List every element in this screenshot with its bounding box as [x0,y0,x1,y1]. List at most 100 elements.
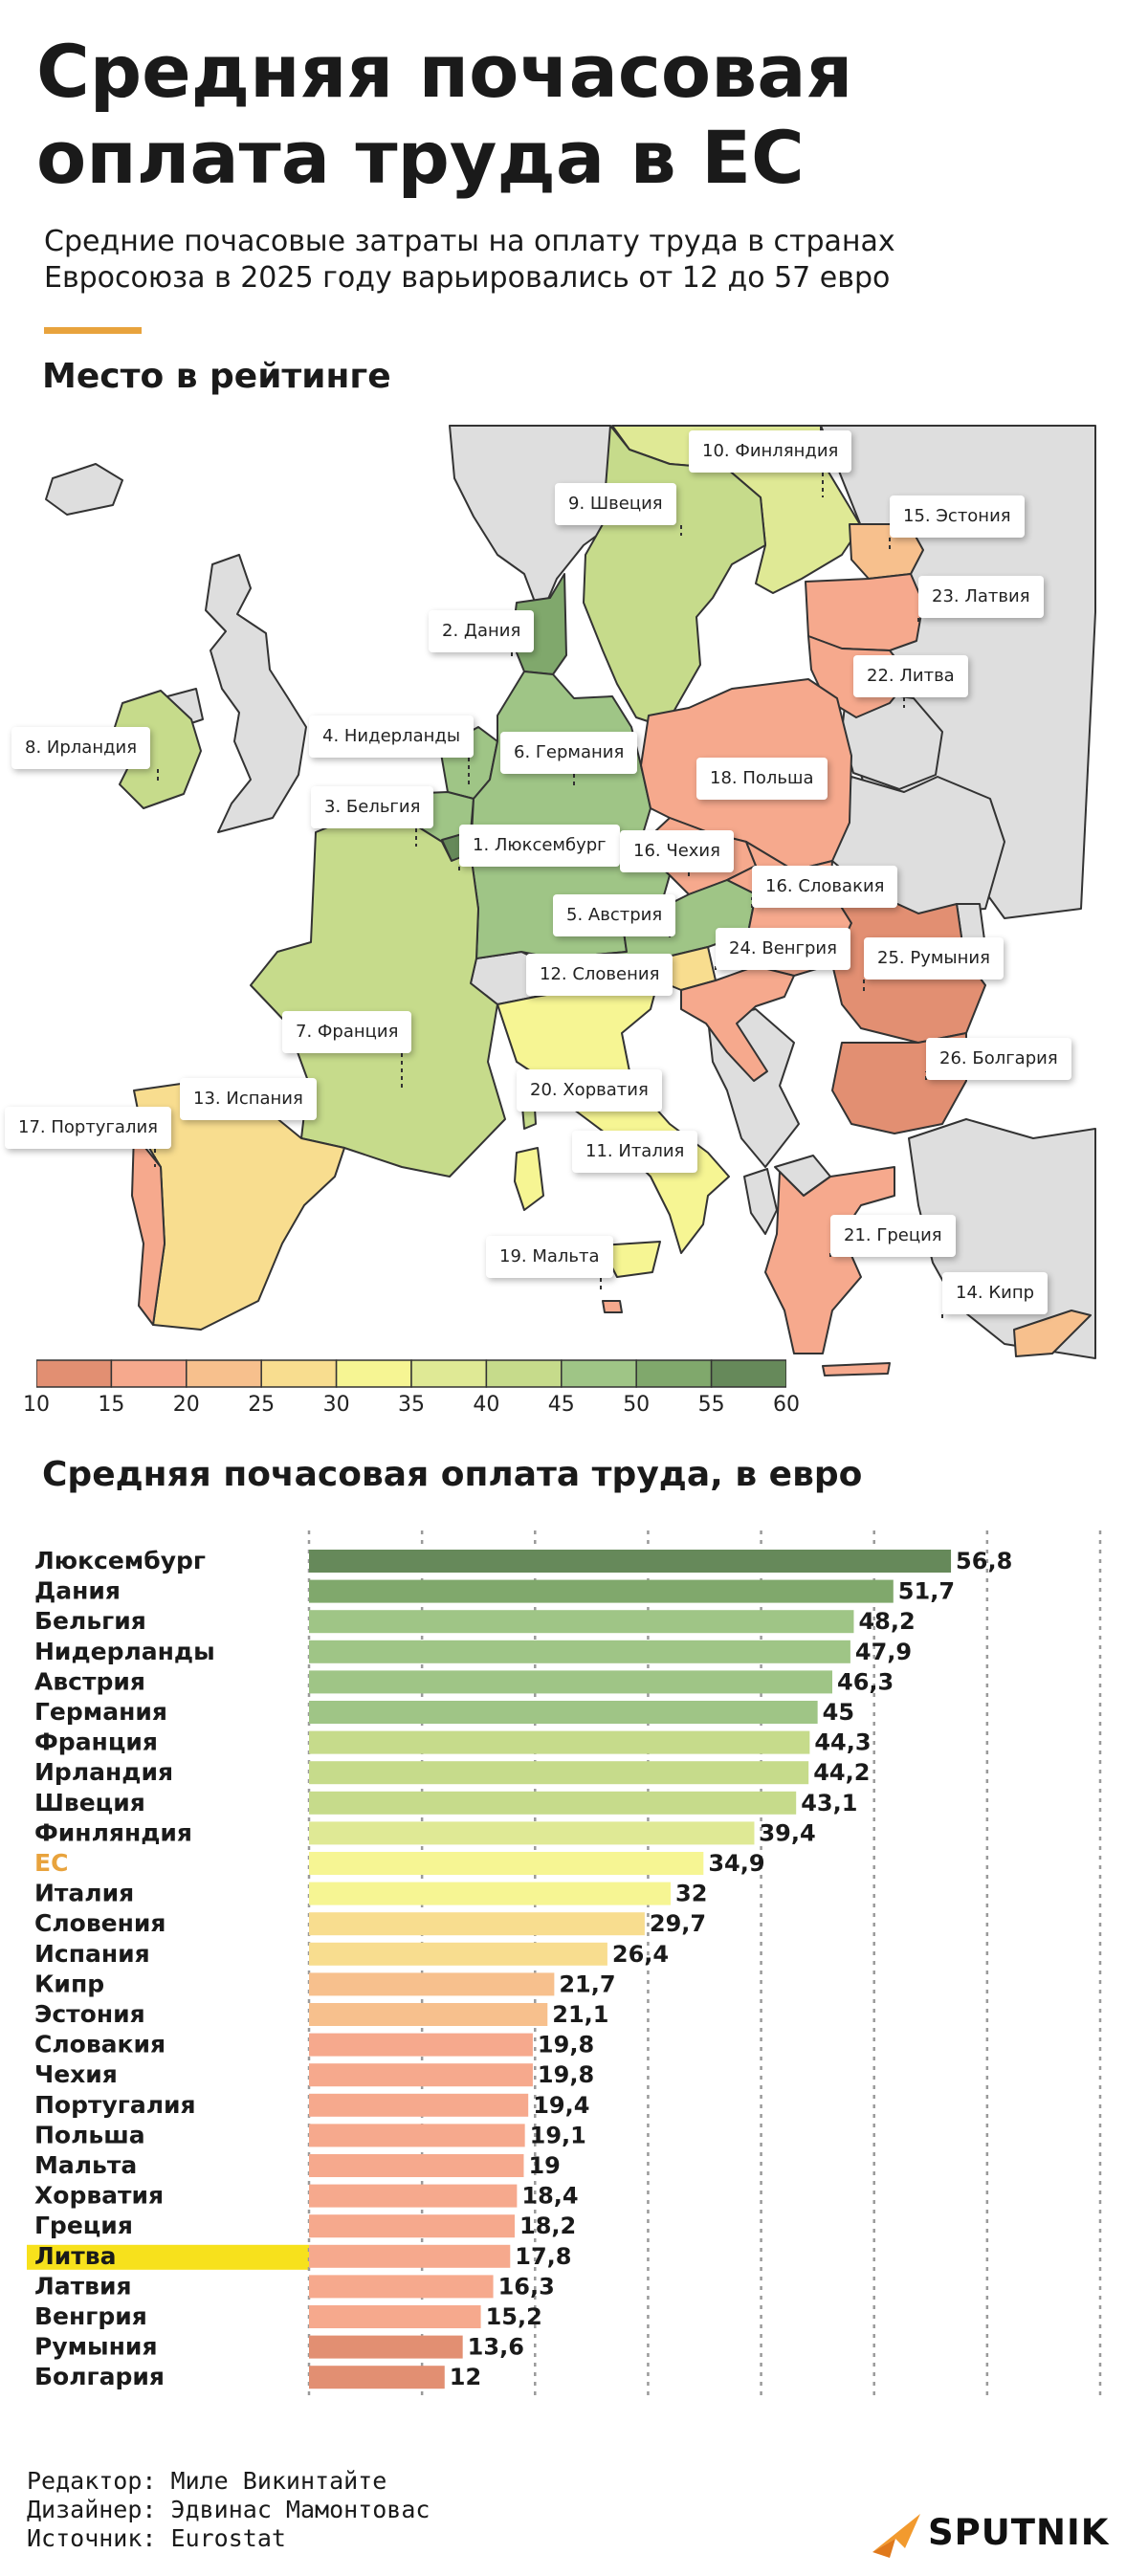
bar-category-label: Финляндия [34,1818,192,1846]
sputnik-logo-icon [872,2514,920,2558]
bar-value-label: 56,8 [956,1548,1012,1574]
legend-swatch [635,1359,713,1388]
bar-chart: 010203040506070Люксембург56,8Дания51,7Бе… [0,1530,1148,2411]
bar-value-label: 32 [675,1881,707,1907]
bar-category-label: Дания [34,1577,121,1605]
map-label-10-финляндия: 10. Финляндия [689,430,852,473]
map-label-9-швеция: 9. Швеция [555,483,676,525]
bar-value-label: 26,4 [612,1941,669,1968]
map-label-2-дания: 2. Дания [429,610,535,652]
bar-швеция [309,1791,797,1815]
page-title: Средняя почасовая оплата труда в ЕС [36,29,853,200]
legend-swatch [710,1359,786,1388]
bar-chart-svg: 010203040506070Люксембург56,8Дания51,7Бе… [27,1530,1102,2400]
bar-германия [309,1701,818,1724]
bar-греция [309,2214,516,2238]
map-label-21-греция: 21. Греция [830,1215,956,1257]
bar-австрия [309,1670,833,1694]
credits: Редактор: Миле Викинтайте Дизайнер: Эдви… [27,2467,430,2553]
map-label-1-люксембург: 1. Люксембург [459,825,620,867]
map-label-25-румыния: 25. Румыния [864,937,1004,980]
legend-tick-label: 25 [248,1393,276,1417]
bar-value-label: 19 [528,2152,560,2179]
bar-финляндия [309,1821,755,1845]
bar-category-label: Люксембург [34,1547,206,1574]
map-label-3-бельгия: 3. Бельгия [311,786,434,828]
map-region-cyprus [1013,1310,1092,1357]
bar-value-label: 39,4 [759,1819,815,1846]
bar-value-label: 19,8 [538,2061,594,2088]
sputnik-logo-text: SPUTNIK [928,2512,1110,2553]
map-label-22-литва: 22. Литва [853,655,968,697]
accent-divider [44,327,142,334]
bar-value-label: 46,3 [837,1668,894,1695]
color-scale-legend: 10 15 20 25 30 35 40 45 50 55 60 [23,1358,800,1435]
legend-tick-label: 10 [23,1393,50,1417]
map-label-16-словакия: 16. Словакия [752,866,898,908]
bar-value-label: 15,2 [486,2303,542,2330]
map-region-grey-uk [205,554,307,833]
map-region-malta [602,1300,623,1313]
map-label-26-болгария: 26. Болгария [926,1038,1071,1080]
bar-value-label: 44,2 [813,1759,870,1786]
bar-value-label: 19,4 [533,2092,589,2119]
bar-value-label: 12 [450,2364,481,2390]
legend-tick-label: 40 [473,1393,500,1417]
bar-латвия [309,2275,494,2299]
bar-португалия [309,2093,529,2117]
legend-tick-label: 30 [322,1393,350,1417]
bar-люксембург [309,1550,952,1573]
bar-италия [309,1882,672,1905]
bar-category-label: Болгария [34,2363,165,2390]
map-label-4-нидерланды: 4. Нидерланды [309,716,475,758]
bar-value-label: 19,1 [530,2122,586,2148]
map-label-5-австрия: 5. Австрия [553,894,676,936]
map-region-sardinia [514,1147,544,1211]
legend-swatch [561,1359,637,1388]
bar-кипр [309,1972,555,1996]
editor-credit: Редактор: Миле Викинтайте [27,2467,387,2495]
map-region-greece [764,1166,895,1354]
source-credit: Источник: Eurostat [27,2524,286,2552]
bar-category-label: Венгрия [34,2302,147,2330]
bar-польша [309,2124,525,2147]
map-label-12-словения: 12. Словения [526,954,673,996]
map-region-latvia [805,573,924,651]
bar-value-label: 21,1 [552,2001,608,2028]
legend-tick-label: 60 [773,1393,800,1417]
bar-болгария [309,2366,445,2389]
bar-category-label: Бельгия [34,1607,146,1635]
map-region-portugal [131,1133,166,1326]
bar-category-label: Италия [34,1880,134,1907]
bar-value-label: 51,7 [898,1578,955,1605]
legend-tick-label: 15 [98,1393,125,1417]
bar-дания [309,1579,894,1603]
bar-value-label: 45 [823,1699,854,1726]
map-label-17-португалия: 17. Португалия [5,1107,171,1149]
map-label-20-хорватия: 20. Хорватия [517,1069,662,1112]
bar-value-label: 43,1 [801,1790,857,1816]
bar-chart-title: Средняя почасовая оплата труда, в евро [42,1455,863,1494]
legend-swatches [36,1359,786,1388]
map-label-6-германия: 6. Германия [500,732,638,774]
bar-category-label: Хорватия [34,2182,164,2210]
map-label-16-чехия: 16. Чехия [620,830,734,872]
bar-category-label: Португалия [34,2091,196,2119]
bar-value-label: 21,7 [559,1971,615,1997]
map-label-8-ирландия: 8. Ирландия [11,727,151,769]
bar-value-label: 17,8 [515,2243,571,2270]
bar-category-label: Мальта [34,2151,137,2179]
bar-category-label: Швеция [34,1789,145,1816]
bar-category-label: Чехия [34,2060,118,2088]
legend-swatch [260,1359,338,1388]
bar-category-label: Франция [34,1728,158,1756]
bar-category-label: Литва [34,2242,116,2270]
legend-swatch [410,1359,488,1388]
map-region-grey-iceland [45,463,123,516]
bar-category-label: Испания [34,1940,150,1968]
map-label-18-польша: 18. Польша [696,758,828,800]
bar-category-label: Кипр [34,1970,104,1997]
bar-category-label: Нидерланды [34,1638,215,1665]
designer-credit: Дизайнер: Эдвинас Мамонтовас [27,2496,430,2523]
page-subtitle: Средние почасовые затраты на оплату труд… [44,225,895,295]
